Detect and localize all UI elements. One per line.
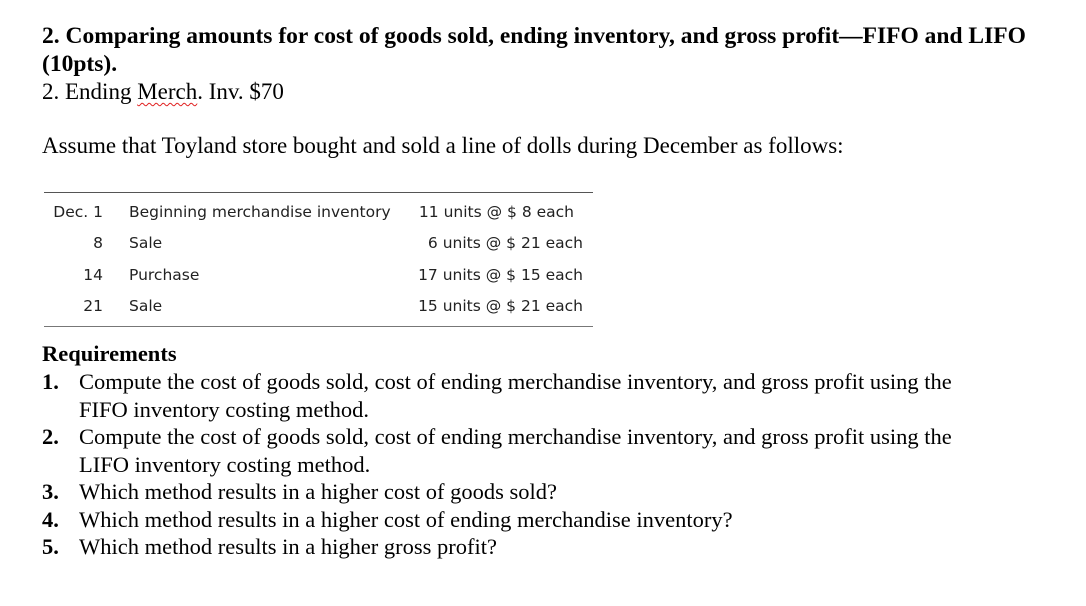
ending-inventory-note: 2. Ending Merch. Inv. $70 — [42, 79, 284, 105]
requirements-heading: Requirements — [42, 341, 177, 366]
description: Purchase — [129, 266, 200, 284]
misspelled-word[interactable]: Merch — [137, 79, 198, 104]
quantity: 17 units @ $ 15 each — [418, 266, 583, 284]
requirement-item-cont: FIFO inventory costing method. — [79, 397, 369, 422]
date: 8 — [93, 234, 103, 252]
requirement-item: 5. Which method results in a higher gross… — [42, 534, 498, 559]
table-row: 21 Sale 15 units @ $ 21 each — [44, 297, 593, 321]
requirement-item: 1. Compute the cost of goods sold, cost o… — [42, 369, 952, 394]
description: Sale — [129, 297, 163, 315]
date: 21 — [83, 297, 103, 315]
problem-title: 2. Comparing amounts for cost of goods s… — [42, 23, 1026, 49]
note-prefix: 2. Ending — [42, 79, 138, 104]
note-suffix: . Inv. $70 — [197, 79, 284, 104]
intro-text: Assume that Toyland store bought and sol… — [42, 133, 844, 158]
inventory-table: Dec. 1 Beginning merchandise inventory 11 … — [44, 192, 593, 327]
date: Dec. 1 — [53, 203, 103, 221]
quantity: 11 units @ $ 8 each — [418, 203, 574, 221]
problem-points: (10pts). — [42, 51, 118, 77]
requirement-item-cont: LIFO inventory costing method. — [79, 452, 371, 477]
requirement-item: 2. Compute the cost of goods sold, cost o… — [42, 424, 952, 449]
table-row: 14 Purchase 17 units @ $ 15 each — [44, 266, 593, 290]
quantity: 15 units @ $ 21 each — [418, 297, 583, 315]
requirement-item: 3. Which method results in a higher cost … — [42, 479, 558, 504]
table-row: 8 Sale 6 units @ $ 21 each — [44, 234, 593, 258]
table-row: Dec. 1 Beginning merchandise inventory 11 … — [44, 203, 593, 227]
description: Sale — [129, 234, 163, 252]
quantity: 6 units @ $ 21 each — [427, 234, 583, 252]
description: Beginning merchandise inventory — [129, 203, 391, 221]
requirement-item: 4. Which method results in a higher cost … — [42, 507, 733, 532]
date: 14 — [83, 266, 103, 284]
